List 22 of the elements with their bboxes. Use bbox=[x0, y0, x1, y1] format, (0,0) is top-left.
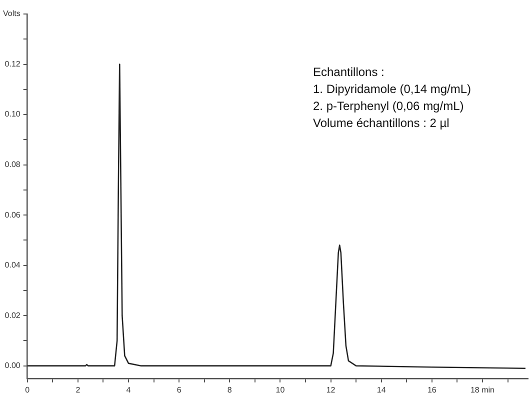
x-tick-label: 0 bbox=[25, 385, 30, 394]
annotation: 1. Dipyridamole (0,14 mg/mL) bbox=[313, 82, 472, 96]
x-tick-label: 18 min bbox=[470, 385, 494, 394]
annotation: Echantillons : bbox=[313, 65, 384, 79]
x-tick-label: 2 bbox=[76, 385, 81, 394]
annotation: 2. p-Terphenyl (0,06 mg/mL) bbox=[313, 99, 464, 113]
y-tick-label: 0.06 bbox=[4, 210, 21, 220]
x-tick-label: 10 bbox=[276, 385, 286, 394]
x-tick-label: 16 bbox=[427, 385, 437, 394]
y-tick-label: 0.08 bbox=[4, 160, 21, 169]
x-tick-label: 12 bbox=[326, 385, 336, 394]
y-tick-label: 0.02 bbox=[4, 310, 21, 320]
annotation: Volume échantillons : 2 µl bbox=[313, 116, 450, 130]
y-tick-label: 0.10 bbox=[4, 110, 21, 119]
x-tick-label: 4 bbox=[126, 385, 132, 394]
x-tick-label: 8 bbox=[227, 385, 232, 394]
x-tick-label: 6 bbox=[176, 385, 182, 394]
x-tick-label: 14 bbox=[376, 385, 386, 394]
y-tick-label: 0.04 bbox=[4, 260, 21, 270]
y-tick-label: 0.00 bbox=[4, 361, 21, 370]
y-tick-label: Volts bbox=[3, 9, 20, 18]
y-tick-label: 0.12 bbox=[4, 59, 21, 68]
